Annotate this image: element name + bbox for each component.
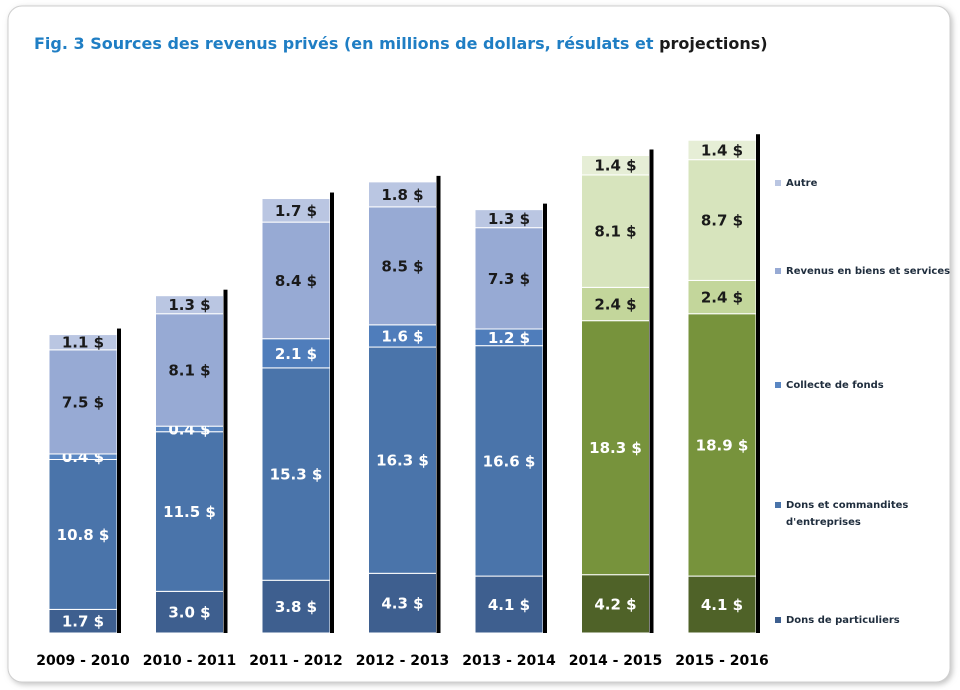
bar-segment bbox=[261, 338, 331, 369]
value-label: 8.1 $ bbox=[594, 223, 636, 241]
bar-shadow bbox=[756, 134, 760, 633]
bar-shadow bbox=[649, 149, 654, 633]
bar-segment bbox=[687, 159, 757, 281]
legend-swatch bbox=[775, 502, 781, 508]
x-tick-label: 2012 - 2013 bbox=[356, 653, 450, 669]
bar-segment bbox=[474, 345, 544, 577]
value-label: 4.1 $ bbox=[701, 596, 743, 614]
value-label: 7.5 $ bbox=[62, 393, 104, 411]
chart-title: Fig. 3 Sources des revenus privés (en mi… bbox=[34, 34, 768, 53]
value-label: 10.8 $ bbox=[57, 526, 110, 544]
value-label: 1.3 $ bbox=[168, 296, 210, 314]
bar-segment bbox=[368, 206, 437, 326]
value-label: 1.8 $ bbox=[381, 186, 423, 204]
legend-label: Collecte de fonds bbox=[786, 380, 884, 391]
bar-shadow bbox=[117, 328, 121, 633]
value-label: 8.5 $ bbox=[381, 257, 423, 275]
bar-shadow bbox=[543, 203, 547, 633]
bar-segment bbox=[581, 286, 650, 322]
value-label: 2.4 $ bbox=[701, 289, 743, 307]
value-label: 2.1 $ bbox=[275, 345, 317, 363]
bar-segment bbox=[474, 575, 544, 634]
legend-line: Dons et commandites bbox=[786, 500, 908, 511]
value-label: 11.5 $ bbox=[163, 503, 216, 521]
x-tick-label: 2015 - 2016 bbox=[675, 653, 769, 669]
bar-segment bbox=[48, 458, 118, 610]
value-label: 18.3 $ bbox=[589, 439, 642, 457]
value-label: 1.7 $ bbox=[62, 613, 104, 631]
bar-segment bbox=[581, 174, 650, 288]
bar-shadow bbox=[330, 192, 334, 633]
x-tick-label: 2013 - 2014 bbox=[462, 653, 556, 669]
bar-segment bbox=[581, 574, 650, 634]
bar-segment bbox=[581, 320, 650, 576]
value-label: 4.2 $ bbox=[594, 595, 636, 613]
x-tick-label: 2010 - 2011 bbox=[143, 653, 237, 669]
value-label: 3.8 $ bbox=[275, 598, 317, 616]
bar-segment bbox=[368, 181, 437, 208]
title-main: Fig. 3 Sources des revenus privés (en mi… bbox=[34, 34, 654, 53]
value-label: 8.1 $ bbox=[168, 361, 210, 379]
bar-segment bbox=[687, 313, 757, 577]
legend-label: Dons de particuliers bbox=[786, 615, 900, 626]
value-label: 1.2 $ bbox=[488, 329, 530, 347]
value-label: 16.3 $ bbox=[376, 452, 429, 470]
value-label: 8.4 $ bbox=[275, 272, 317, 290]
value-label: 7.3 $ bbox=[488, 270, 530, 288]
value-label: 2.4 $ bbox=[594, 296, 636, 314]
legend-swatch bbox=[775, 268, 781, 274]
value-label: 1.7 $ bbox=[275, 202, 317, 220]
title-suffix: projections) bbox=[659, 34, 768, 53]
value-label: 4.3 $ bbox=[381, 595, 423, 613]
value-label: 1.4 $ bbox=[701, 141, 743, 159]
value-label: 4.1 $ bbox=[488, 596, 530, 614]
bar-segment bbox=[261, 221, 331, 340]
bar-segment bbox=[368, 346, 437, 574]
x-tick-label: 2011 - 2012 bbox=[249, 653, 343, 669]
value-label: 1.6 $ bbox=[381, 327, 423, 345]
legend-swatch bbox=[775, 382, 781, 388]
value-label: 1.3 $ bbox=[488, 210, 530, 228]
value-label: 8.7 $ bbox=[701, 212, 743, 230]
legend-swatch bbox=[775, 617, 781, 623]
value-label: 16.6 $ bbox=[483, 452, 536, 470]
value-label: 1.4 $ bbox=[594, 157, 636, 175]
bar-segment bbox=[474, 227, 544, 330]
legend-label: Autre bbox=[786, 178, 818, 189]
value-label: 18.9 $ bbox=[696, 436, 749, 454]
x-tick-label: 2014 - 2015 bbox=[569, 653, 663, 669]
legend-label: Dons et commandites d'entreprises bbox=[786, 500, 908, 528]
bar-segment bbox=[261, 367, 331, 581]
value-label: 15.3 $ bbox=[270, 466, 323, 484]
value-label: 1.1 $ bbox=[62, 334, 104, 352]
legend-line: d'entreprises bbox=[786, 517, 861, 528]
legend-swatch bbox=[775, 180, 781, 186]
value-label: 3.0 $ bbox=[168, 604, 210, 622]
bar-shadow bbox=[436, 175, 441, 633]
bar-segment bbox=[261, 579, 331, 634]
legend-label: Revenus en biens et services bbox=[786, 266, 950, 277]
bar-shadow bbox=[223, 289, 228, 633]
bar-segment bbox=[687, 575, 757, 634]
x-tick-label: 2009 - 2010 bbox=[36, 653, 130, 669]
